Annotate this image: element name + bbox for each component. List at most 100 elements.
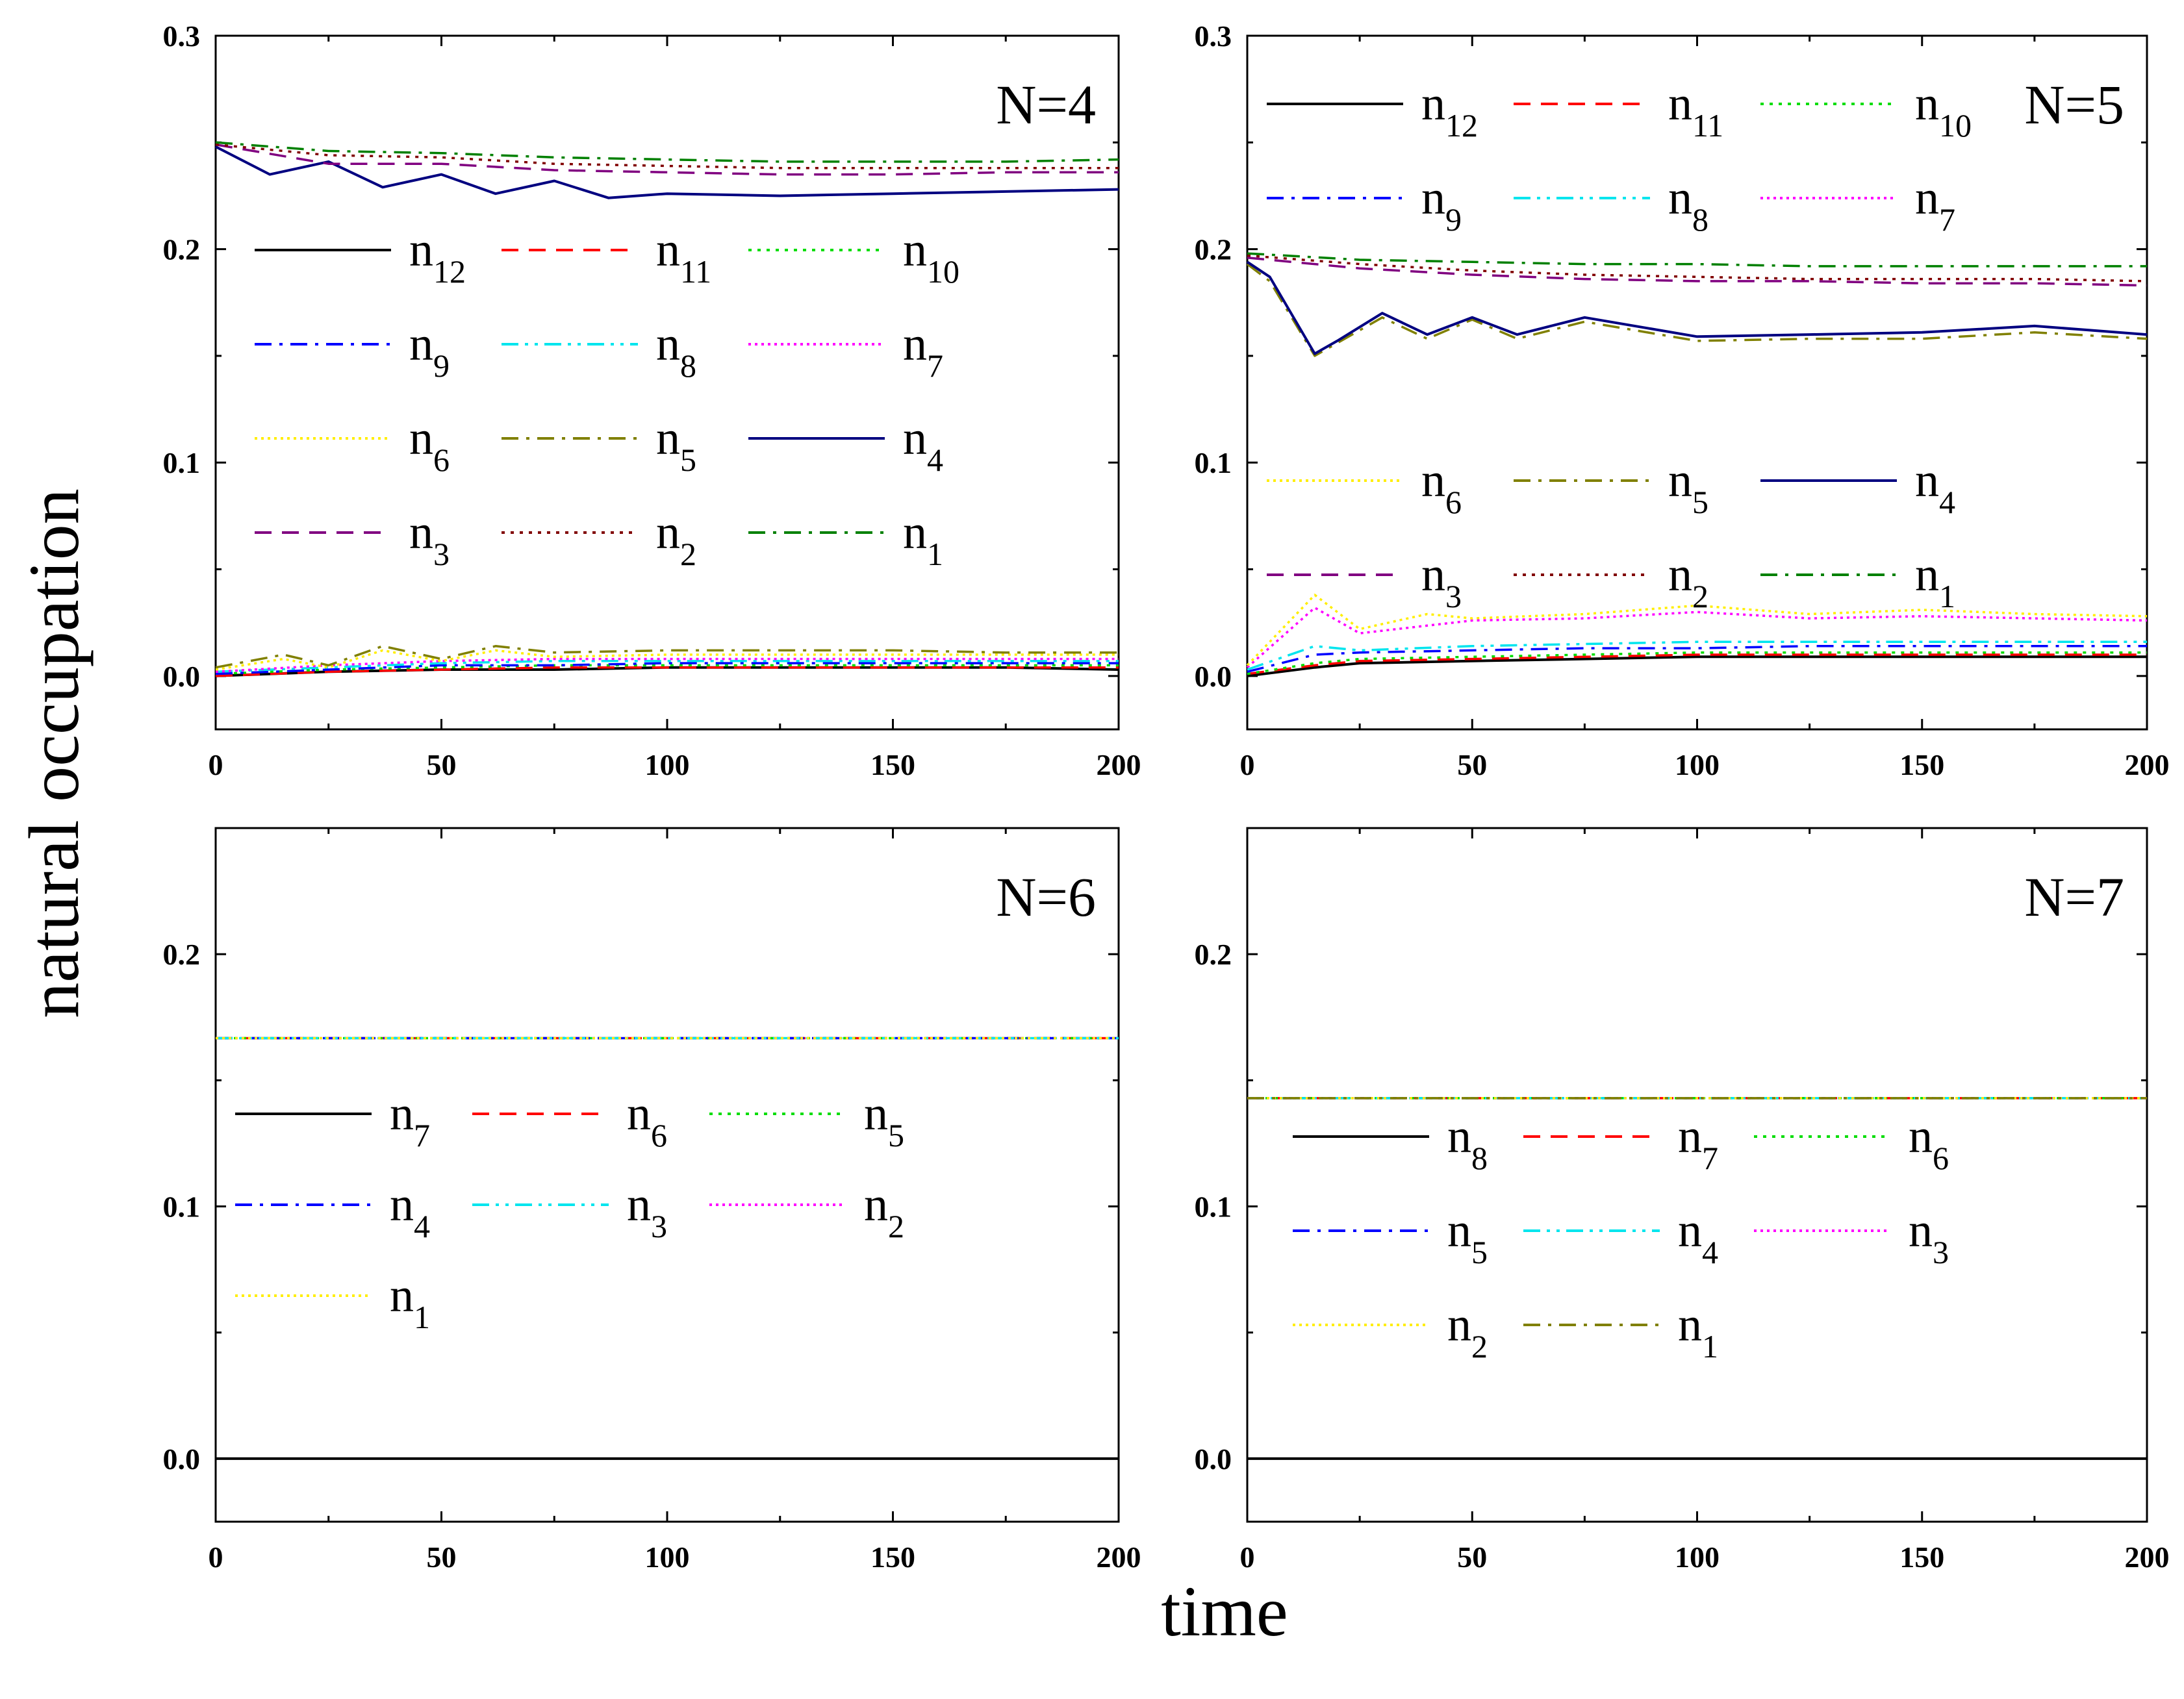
x-tick-label: 200 [1097, 748, 1141, 781]
legend-label-base: n [903, 412, 927, 465]
legend-label-subscript: 3 [1933, 1234, 1949, 1270]
x-tick-label: 150 [870, 748, 915, 781]
legend-label-subscript: 1 [1702, 1328, 1718, 1365]
legend-label-n10: n10 [1915, 77, 1972, 144]
x-tick-label: 100 [645, 748, 690, 781]
legend-label-n2: n2 [1447, 1298, 1488, 1365]
legend-label-n3: n3 [409, 506, 450, 572]
legend-label-n5: n5 [864, 1087, 904, 1153]
legend-label-base: n [409, 318, 433, 371]
legend-label-subscript: 2 [1692, 578, 1708, 614]
legend-label-n5: n5 [1447, 1204, 1488, 1270]
legend-label-n7: n7 [390, 1087, 430, 1153]
series-line-n7 [215, 657, 1119, 673]
legend-label-subscript: 5 [1692, 484, 1708, 520]
legend-label-base: n [903, 506, 927, 559]
legend-label-subscript: 6 [1445, 484, 1462, 520]
legend-label-n12: n12 [409, 223, 466, 290]
series-line-n12 [1247, 655, 2147, 677]
legend-label-subscript: 9 [433, 347, 450, 384]
legend-label-base: n [656, 506, 680, 559]
legend-label-subscript: 2 [1471, 1328, 1488, 1365]
x-tick-label: 0 [1240, 748, 1255, 781]
legend-label-subscript: 8 [1692, 201, 1708, 238]
y-tick-label: 0.3 [163, 19, 201, 53]
legend-label-subscript: 8 [680, 347, 696, 384]
legend-label-n3: n3 [1909, 1204, 1949, 1270]
legend-label-subscript: 3 [1445, 578, 1462, 614]
legend-label-base: n [409, 412, 433, 465]
legend-label-base: n [627, 1087, 651, 1140]
x-tick-label: 50 [427, 748, 457, 781]
legend-label-base: n [656, 412, 680, 465]
series-line-n7 [1246, 606, 2148, 669]
series-line-n4 [1246, 260, 2148, 355]
legend-label-subscript: 10 [927, 253, 959, 290]
legend-label-base: n [1447, 1204, 1471, 1257]
series-line-n8 [215, 660, 1119, 673]
legend-label-subscript: 1 [927, 536, 943, 572]
legend-label-base: n [1678, 1298, 1702, 1352]
legend-label-n1: n1 [1678, 1298, 1718, 1365]
legend-label-n12: n12 [1421, 77, 1478, 144]
legend-label-subscript: 5 [888, 1117, 904, 1153]
x-tick-label: 50 [427, 1541, 457, 1574]
legend-label-subscript: 12 [1445, 107, 1478, 144]
legend-label-base: n [1909, 1204, 1933, 1257]
legend-label-base: n [1447, 1298, 1471, 1352]
legend-label-base: n [1915, 171, 1939, 225]
legend-label-base: n [390, 1269, 414, 1322]
legend-label-base: n [1421, 77, 1445, 131]
legend-label-subscript: 1 [1939, 578, 1955, 614]
legend-label-subscript: 4 [1939, 484, 1955, 520]
legend-label-subscript: 7 [1702, 1140, 1718, 1176]
legend-label-subscript: 12 [433, 253, 466, 290]
legend-label-subscript: 10 [1939, 107, 1972, 144]
y-tick-label: 0.2 [163, 233, 201, 266]
legend-label-base: n [1421, 171, 1445, 225]
legend-label-n7: n7 [1678, 1110, 1718, 1176]
y-tick-label: 0.0 [163, 1442, 201, 1476]
series-line-n6 [215, 649, 1119, 671]
legend-label-subscript: 4 [414, 1208, 430, 1244]
y-tick-label: 0.1 [163, 1190, 201, 1224]
y-tick-label: 0.0 [1195, 1442, 1232, 1476]
legend-label-subscript: 3 [651, 1208, 667, 1244]
legend-label-subscript: 6 [433, 442, 450, 478]
x-tick-label: 50 [1457, 1541, 1487, 1574]
y-tick-label: 0.2 [163, 938, 201, 971]
series-line-n9 [215, 662, 1119, 675]
y-axis-title: natural occupation [14, 488, 94, 1018]
legend-label-base: n [1668, 454, 1692, 507]
legend-label-subscript: 6 [651, 1117, 667, 1153]
y-tick-label: 0.1 [163, 446, 201, 479]
y-tick-label: 0.2 [1195, 938, 1232, 971]
legend-label-n8: n8 [1447, 1110, 1488, 1176]
series-line-n3 [1247, 257, 2148, 287]
legend-label-n1: n1 [903, 506, 943, 572]
x-tick-label: 50 [1457, 748, 1487, 781]
legend-label-subscript: 9 [1445, 201, 1462, 238]
y-tick-label: 0.1 [1195, 1190, 1232, 1224]
legend-label-base: n [1668, 548, 1692, 601]
legend-label-n9: n9 [409, 318, 450, 384]
legend-label-subscript: 5 [680, 442, 696, 478]
panel-title: N=5 [2024, 73, 2124, 136]
legend-label-subscript: 7 [414, 1117, 430, 1153]
legend-label-base: n [1678, 1204, 1702, 1257]
y-tick-label: 0.2 [1195, 233, 1232, 266]
series-line-n5 [215, 645, 1119, 669]
panel-title: N=4 [996, 73, 1096, 136]
legend-label-subscript: 2 [680, 536, 696, 572]
legend-label-base: n [409, 223, 433, 277]
x-tick-label: 200 [2125, 748, 2170, 781]
legend-label-n2: n2 [1668, 548, 1708, 614]
y-tick-label: 0.3 [1195, 19, 1232, 53]
legend-label-n11: n11 [1668, 77, 1723, 144]
series-line-n8 [1247, 640, 2147, 671]
legend-label-base: n [903, 318, 927, 371]
series-line-n11 [1247, 653, 2147, 675]
